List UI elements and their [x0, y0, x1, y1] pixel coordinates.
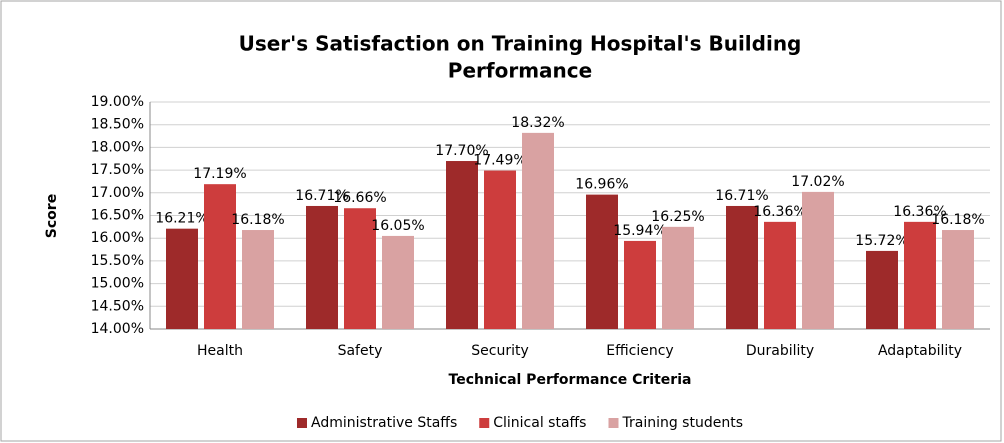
bar: [942, 230, 974, 329]
value-label: 16.36%: [893, 204, 946, 220]
bar: [344, 208, 376, 329]
value-label: 17.19%: [193, 166, 246, 182]
y-tick-label: 18.50%: [91, 117, 144, 133]
legend-swatch: [296, 418, 307, 428]
value-label: 17.02%: [791, 174, 844, 190]
bar: [522, 132, 554, 329]
bar: [662, 226, 694, 329]
legend-label: Training students: [621, 415, 743, 431]
y-tick-label: 19.00%: [91, 94, 144, 110]
bar: [382, 235, 414, 329]
legend-swatch: [479, 418, 490, 428]
bar: [866, 250, 898, 329]
bar: [306, 205, 338, 329]
value-label: 16.66%: [333, 190, 386, 206]
value-label: 17.70%: [435, 143, 488, 159]
value-label: 16.96%: [575, 177, 628, 193]
legend-swatch: [608, 418, 619, 428]
legend-label: Administrative Staffs: [311, 415, 457, 431]
x-tick-label: Efficiency: [606, 343, 673, 359]
bar: [904, 221, 936, 329]
value-label: 16.18%: [231, 212, 284, 228]
y-tick-label: 15.00%: [91, 276, 144, 292]
x-axis-title: Technical Performance Criteria: [449, 372, 692, 388]
y-tick-label: 18.00%: [91, 139, 144, 155]
y-tick-label: 14.00%: [91, 321, 144, 337]
x-tick-label: Durability: [746, 343, 814, 359]
y-tick-label: 17.00%: [91, 185, 144, 201]
y-tick-label: 15.50%: [91, 253, 144, 269]
value-label: 17.49%: [473, 153, 526, 169]
value-label: 15.72%: [855, 233, 908, 249]
bar: [166, 228, 198, 329]
value-label: 18.32%: [511, 115, 564, 131]
bar: [726, 205, 758, 329]
bar: [204, 184, 236, 329]
value-label: 16.05%: [371, 218, 424, 234]
value-label: 16.71%: [295, 188, 348, 204]
y-tick-label: 16.50%: [91, 208, 144, 224]
y-tick-label: 17.50%: [91, 162, 144, 178]
x-tick-label: Health: [197, 343, 243, 359]
value-label: 16.36%: [753, 204, 806, 220]
bar: [242, 230, 274, 329]
y-tick-label: 16.00%: [91, 230, 144, 246]
bar: [624, 240, 656, 329]
x-tick-label: Security: [471, 343, 529, 359]
bar: [764, 221, 796, 329]
value-label: 16.71%: [715, 188, 768, 204]
bar: [802, 191, 834, 329]
bar: [484, 170, 516, 329]
y-axis-title: Score: [44, 194, 60, 238]
chart-title: Performance: [448, 59, 592, 83]
x-tick-label: Adaptability: [878, 343, 962, 359]
bar: [586, 194, 618, 329]
value-label: 15.94%: [613, 223, 666, 239]
value-label: 16.21%: [155, 211, 208, 227]
bar: [446, 161, 478, 329]
legend-label: Clinical staffs: [493, 415, 586, 431]
value-label: 16.18%: [931, 212, 984, 228]
x-tick-label: Safety: [338, 343, 383, 359]
y-tick-label: 14.50%: [91, 298, 144, 314]
value-label: 16.25%: [651, 209, 704, 225]
chart-title: User's Satisfaction on Training Hospital…: [239, 32, 802, 56]
